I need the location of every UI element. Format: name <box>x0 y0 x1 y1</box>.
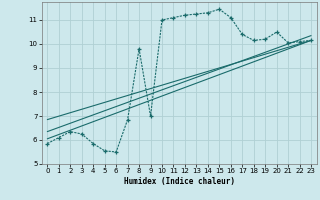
X-axis label: Humidex (Indice chaleur): Humidex (Indice chaleur) <box>124 177 235 186</box>
